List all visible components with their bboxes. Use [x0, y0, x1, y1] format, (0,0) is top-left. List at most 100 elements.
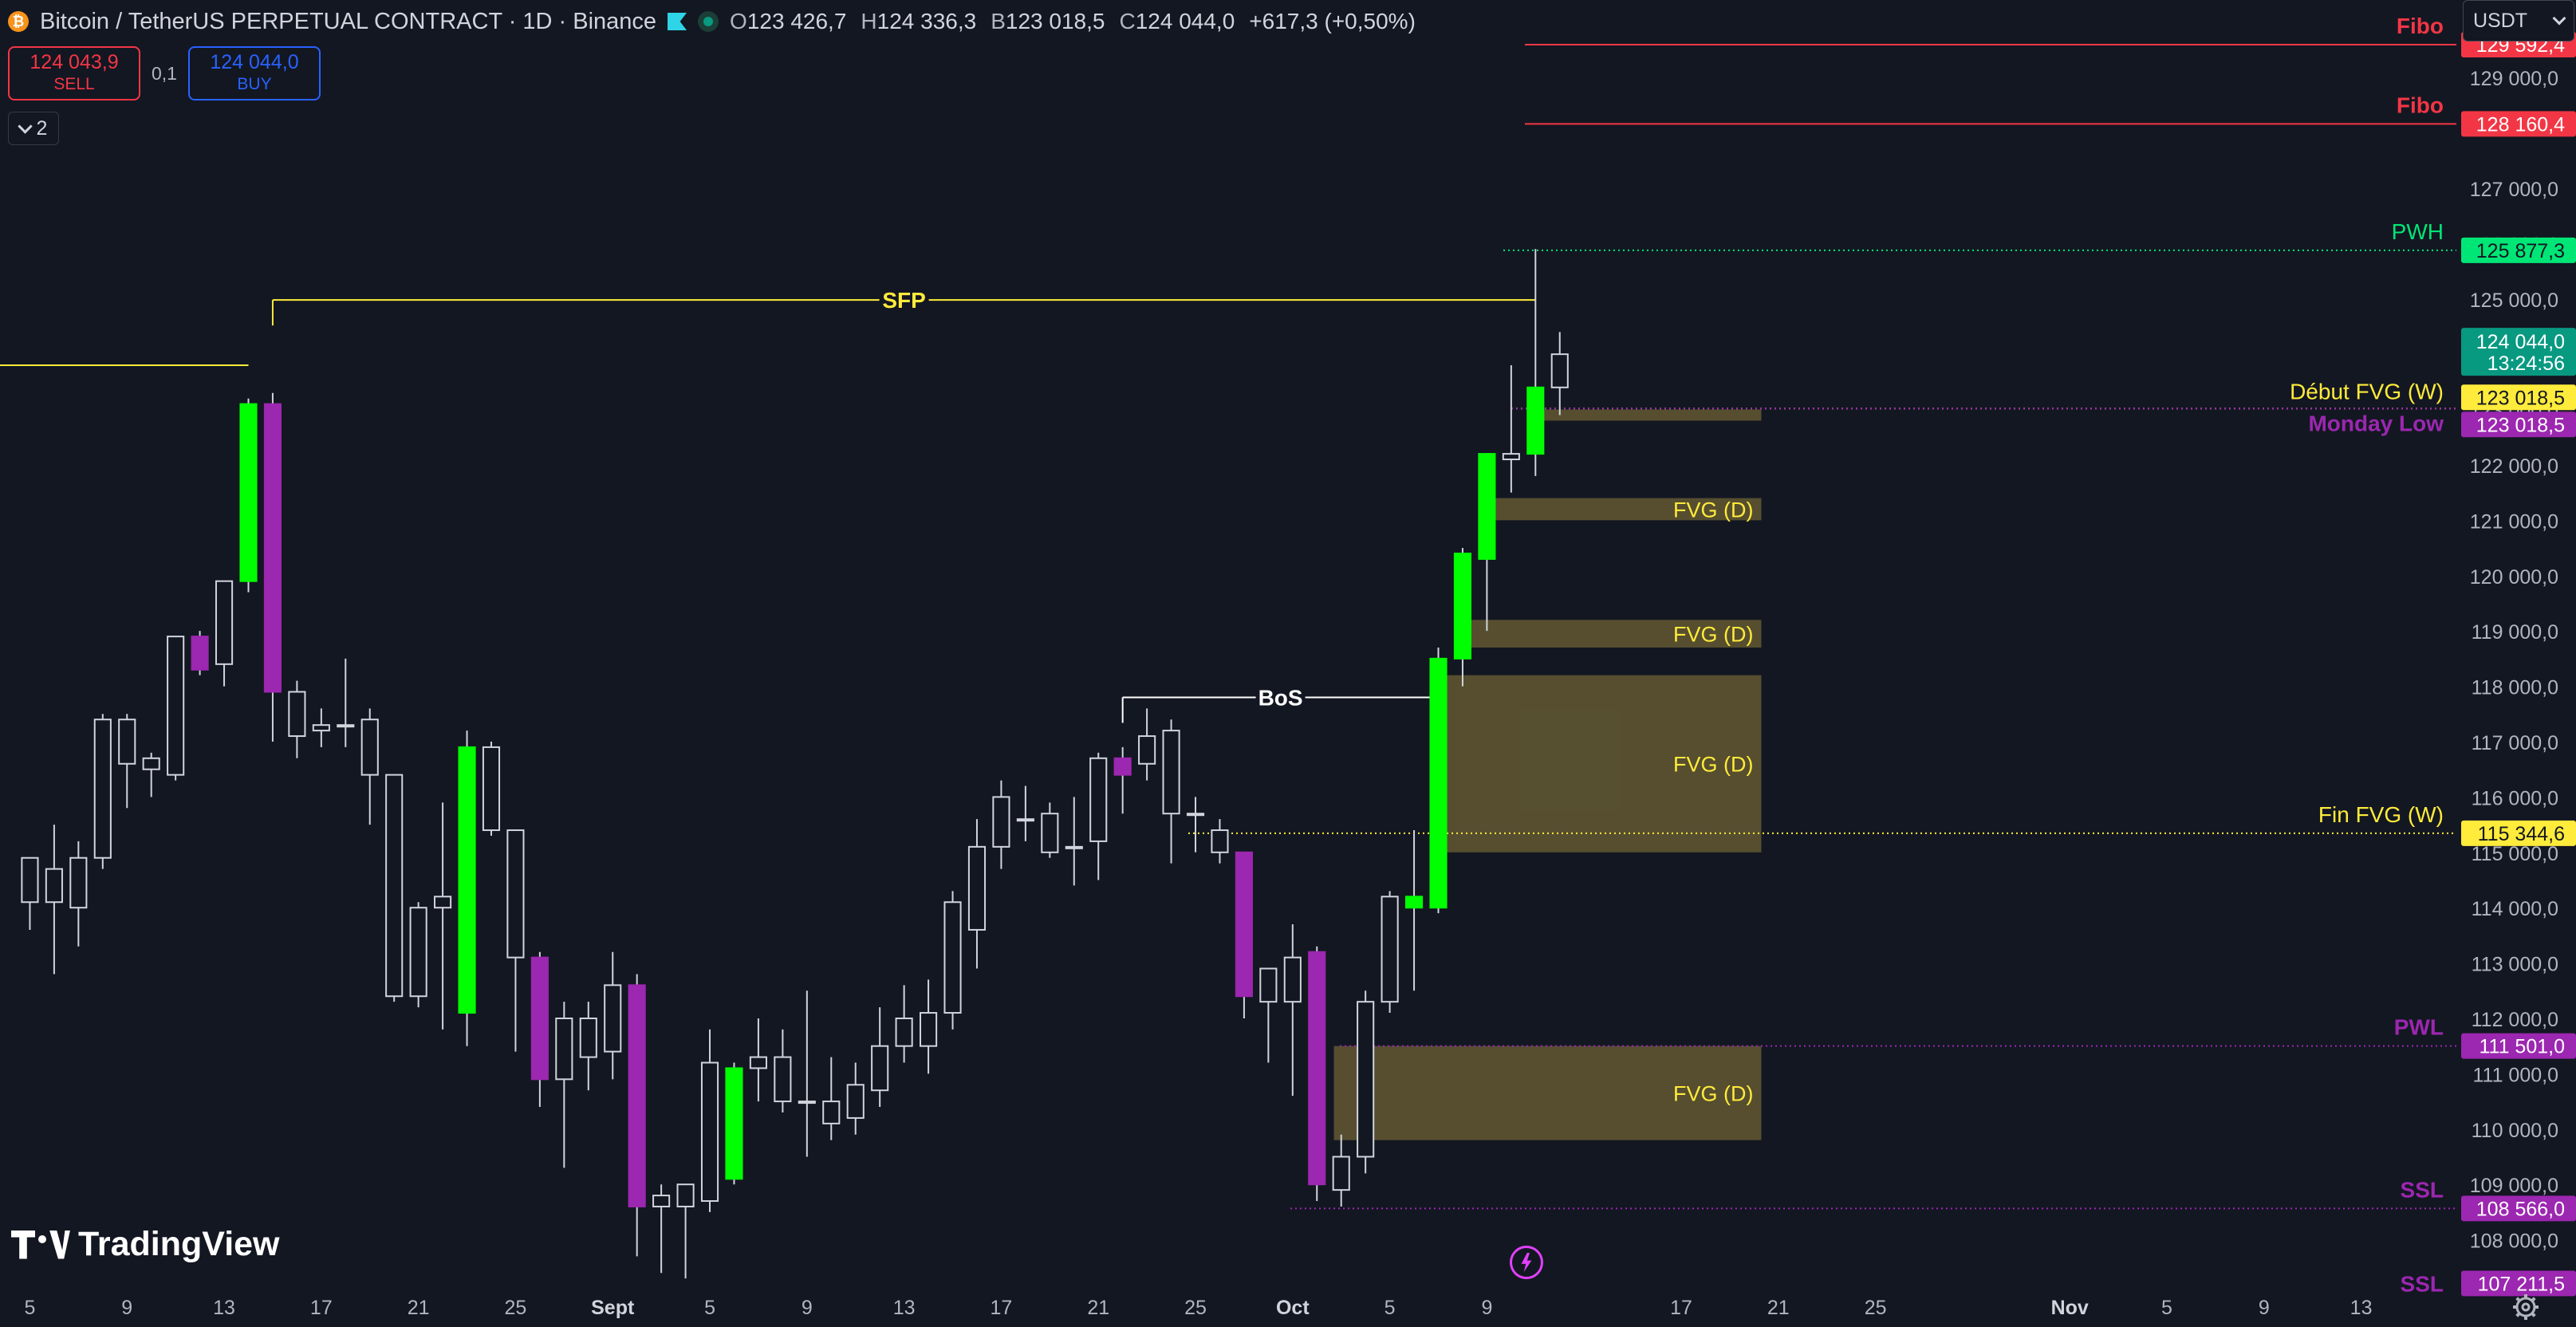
- level-label-pwl: PWL: [2394, 1015, 2444, 1040]
- price-badge-text-ssl2: 107 211,5: [2478, 1273, 2565, 1295]
- annotations: SFP BoS: [0, 288, 1536, 723]
- x-tick-label: 25: [505, 1297, 527, 1319]
- current-price-text: 124 044,0: [2476, 331, 2565, 353]
- candle-body: [1041, 813, 1059, 853]
- ohlc-b-value: 123 018,5: [1005, 9, 1105, 33]
- price-badge-text-monday_low: 123 018,5: [2476, 414, 2565, 436]
- level-label-monday_low: Monday Low: [2308, 411, 2444, 435]
- candle-body: [1016, 818, 1034, 822]
- candle-body: [1550, 353, 1569, 388]
- fvg-zone-label: FVG (D): [1673, 498, 1754, 522]
- fvg-zone-label: FVG (D): [1673, 753, 1754, 777]
- y-tick-label: 116 000,0: [2472, 787, 2558, 809]
- annotation-label-bos: BoS: [1258, 685, 1303, 710]
- candle-body: [360, 719, 379, 776]
- candle-body: [21, 856, 39, 904]
- ohlc-o-value: 123 426,7: [746, 9, 847, 33]
- x-tick-label: 9: [121, 1297, 132, 1319]
- currency-select[interactable]: USDT: [2463, 0, 2574, 41]
- candle-body: [676, 1183, 695, 1207]
- candle-body: [1478, 453, 1496, 560]
- chevron-down-icon: [2552, 11, 2566, 26]
- ohlc-values: O123 426,7 H124 336,3 B123 018,5 C124 04…: [730, 9, 1416, 34]
- candle-body: [215, 580, 234, 665]
- fvg-zone: [1431, 675, 1762, 853]
- ohlc-o-label: O: [730, 9, 747, 33]
- trade-panel: 124 043,9 SELL 0,1 124 044,0 BUY: [8, 46, 321, 100]
- flag-icon[interactable]: [668, 13, 687, 30]
- price-badge-fvg_start: [2461, 384, 2576, 411]
- candle-body: [1502, 453, 1520, 461]
- price-badge-ssl1: [2461, 1195, 2576, 1222]
- candle-body: [846, 1084, 865, 1119]
- price-badge-pwh: [2461, 237, 2576, 263]
- candle-body: [337, 724, 355, 728]
- fvg-zone: [1333, 1045, 1762, 1140]
- indicators-collapse-button[interactable]: 2: [8, 112, 59, 145]
- candle-body: [579, 1017, 597, 1058]
- candle-body: [943, 901, 962, 1014]
- gear-icon[interactable]: [2511, 1292, 2541, 1322]
- currency-value: USDT: [2473, 9, 2528, 32]
- candle-body: [1453, 553, 1472, 660]
- x-tick-label: 13: [2350, 1297, 2373, 1319]
- y-tick-label: 121 000,0: [2470, 510, 2558, 533]
- ohlc-change: +617,3 (+0,50%): [1249, 9, 1416, 33]
- candle-body: [530, 956, 549, 1081]
- lightning-icon[interactable]: [1510, 1246, 1543, 1279]
- buy-button[interactable]: 124 044,0 BUY: [187, 46, 321, 100]
- candle-body: [774, 1056, 792, 1103]
- candle-body: [749, 1056, 767, 1069]
- level-label-pwh: PWH: [2392, 219, 2444, 244]
- y-tick-label: 127 000,0: [2470, 179, 2558, 201]
- price-badge-text-fvg_end: 115 344,6: [2478, 823, 2565, 845]
- candles: [21, 249, 1569, 1279]
- market-status-icon[interactable]: [698, 11, 719, 32]
- y-tick-label: 119 000,0: [2472, 621, 2558, 644]
- candle-body: [45, 868, 63, 904]
- y-tick-label: 115 000,0: [2472, 843, 2558, 865]
- y-tick-label: 114 000,0: [2472, 898, 2558, 920]
- tradingview-logo-icon: [11, 1230, 70, 1259]
- y-tick-label: 113 000,0: [2472, 954, 2558, 976]
- x-tick-label: 21: [1087, 1297, 1109, 1319]
- buy-price: 124 044,0: [210, 51, 299, 73]
- price-badge-pwl: [2461, 1033, 2576, 1059]
- candle-body: [93, 719, 112, 859]
- candle-body: [871, 1045, 889, 1092]
- candle-body: [604, 984, 622, 1053]
- level-label-ssl2: SSL: [2401, 1271, 2444, 1296]
- y-tick-label: 122 000,0: [2470, 455, 2558, 478]
- level-lines: [1188, 44, 2456, 1210]
- symbol-title[interactable]: Bitcoin / TetherUS PERPETUAL CONTRACT · …: [40, 8, 657, 34]
- tradingview-wordmark: TradingView: [78, 1225, 280, 1263]
- candle-body: [312, 724, 330, 732]
- x-tick-label: 9: [802, 1297, 813, 1319]
- price-badge-text-fvg_start: 123 018,5: [2476, 387, 2565, 409]
- sell-label: SELL: [53, 75, 95, 93]
- candle-body: [555, 1017, 573, 1081]
- candle-body: [798, 1101, 816, 1105]
- candle-body: [1526, 386, 1545, 455]
- candle-body: [1211, 829, 1229, 853]
- sell-button[interactable]: 124 043,9 SELL: [8, 46, 140, 100]
- candle-body: [385, 774, 404, 998]
- y-tick-label: 110 000,0: [2472, 1120, 2558, 1142]
- fvg-zone-label: FVG (D): [1673, 623, 1754, 647]
- x-tick-label: 21: [408, 1297, 430, 1319]
- fvg-zones: FVG (D) FVG (D) FVG (D) FVG (D): [1333, 409, 1762, 1140]
- x-tick-label: 5: [704, 1297, 715, 1319]
- indicators-count: 2: [36, 116, 48, 140]
- candle-body: [700, 1061, 719, 1203]
- candle-body: [1113, 757, 1132, 776]
- x-tick-label: 5: [24, 1297, 35, 1319]
- price-badge-monday_low: [2461, 411, 2576, 438]
- sell-price: 124 043,9: [30, 51, 119, 73]
- candle-body: [967, 845, 987, 931]
- candle-body: [458, 746, 476, 1014]
- ohlc-b-label: B: [991, 9, 1006, 33]
- candle-body: [1429, 657, 1448, 909]
- y-tick-label: 118 000,0: [2472, 677, 2558, 699]
- tradingview-logo[interactable]: TradingView: [11, 1225, 280, 1264]
